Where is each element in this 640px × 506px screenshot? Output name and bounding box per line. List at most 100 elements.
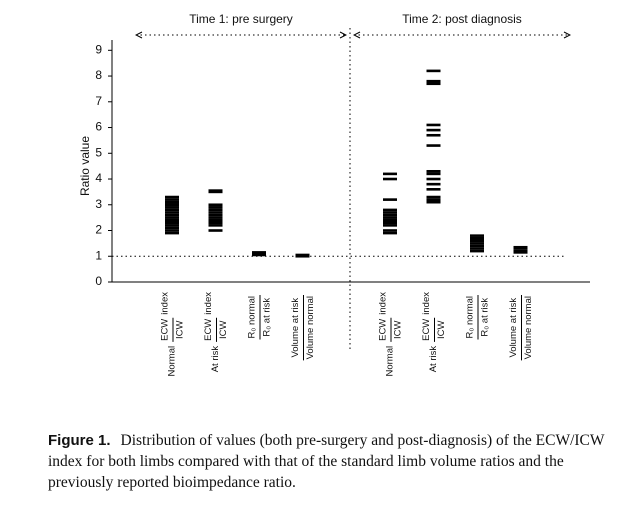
category-numerator: R₀ normal bbox=[247, 296, 258, 338]
value-mark bbox=[383, 177, 397, 181]
category-numerator: Volume at risk bbox=[508, 298, 519, 358]
value-mark bbox=[165, 195, 179, 199]
category-numerator: ECW bbox=[203, 319, 214, 341]
value-mark bbox=[208, 221, 223, 225]
value-mark bbox=[252, 251, 266, 254]
category-label: Normal ECW ICW index bbox=[160, 292, 186, 377]
category-label: Volume at risk Volume normal bbox=[290, 295, 316, 361]
category-suffix: index bbox=[421, 292, 432, 315]
value-mark bbox=[165, 231, 179, 235]
category-denominator: Volume normal bbox=[523, 296, 534, 359]
value-mark bbox=[426, 198, 441, 201]
value-mark bbox=[165, 211, 179, 214]
value-mark bbox=[383, 231, 397, 235]
value-mark bbox=[470, 244, 484, 248]
caption: Figure 1. Distribution of values (both pr… bbox=[48, 430, 628, 493]
value-mark bbox=[208, 189, 223, 192]
value-mark bbox=[426, 188, 441, 191]
category-prefix: Normal bbox=[167, 346, 178, 377]
y-tick-label: 7 bbox=[95, 94, 102, 108]
category-suffix: index bbox=[160, 292, 171, 315]
value-mark bbox=[383, 208, 397, 212]
value-mark bbox=[426, 172, 441, 176]
category-numerator: ECW bbox=[421, 319, 432, 341]
category-numerator: Volume at risk bbox=[290, 298, 301, 358]
value-mark bbox=[165, 208, 179, 212]
value-mark bbox=[426, 182, 441, 186]
value-mark bbox=[208, 211, 223, 214]
category-denominator: ICW bbox=[393, 321, 404, 340]
value-mark bbox=[426, 128, 441, 132]
value-mark bbox=[208, 216, 223, 219]
group-title: Time 2: post diagnosis bbox=[402, 12, 522, 26]
value-mark bbox=[208, 203, 223, 207]
category-numerator: ECW bbox=[378, 319, 389, 341]
category-label: Volume at risk Volume normal bbox=[508, 295, 534, 361]
y-tick-label: 2 bbox=[95, 223, 102, 237]
category-label: R₀ normal R₀ at risk bbox=[465, 295, 491, 340]
y-tick-label: 9 bbox=[95, 42, 102, 56]
category-prefix: At risk bbox=[210, 346, 221, 373]
value-mark bbox=[426, 123, 441, 127]
value-mark bbox=[426, 133, 441, 137]
value-mark bbox=[165, 198, 179, 201]
value-mark bbox=[513, 249, 528, 253]
value-mark bbox=[208, 229, 223, 232]
value-mark bbox=[208, 213, 223, 217]
y-tick-label: 4 bbox=[95, 171, 102, 185]
value-mark bbox=[383, 213, 397, 217]
value-mark bbox=[426, 69, 441, 73]
category-label: At risk ECW ICW index bbox=[421, 292, 447, 373]
y-axis-label: Ratio value bbox=[78, 136, 92, 196]
value-mark bbox=[383, 218, 397, 222]
value-mark bbox=[383, 198, 397, 201]
value-mark bbox=[470, 239, 484, 243]
figure-label: Figure 1. bbox=[48, 432, 111, 449]
value-mark bbox=[426, 169, 441, 173]
category-denominator: ICW bbox=[175, 321, 186, 340]
category-denominator: ICW bbox=[436, 321, 447, 340]
value-mark bbox=[470, 236, 484, 240]
category-denominator: R₀ at risk bbox=[262, 298, 273, 337]
value-mark bbox=[165, 206, 179, 209]
category-prefix: At risk bbox=[428, 346, 439, 373]
value-mark bbox=[383, 216, 397, 219]
y-tick-label: 8 bbox=[95, 68, 102, 82]
y-tick-label: 3 bbox=[95, 197, 102, 211]
value-mark bbox=[295, 253, 310, 257]
value-mark bbox=[470, 234, 484, 237]
value-mark bbox=[470, 247, 484, 250]
category-label: R₀ normal R₀ at risk bbox=[247, 295, 273, 340]
category-numerator: R₀ normal bbox=[465, 296, 476, 338]
value-mark bbox=[165, 216, 179, 219]
value-mark bbox=[426, 195, 441, 199]
category-label: At risk ECW ICW index bbox=[203, 292, 229, 373]
value-mark bbox=[470, 242, 484, 245]
value-mark bbox=[426, 79, 441, 83]
value-mark bbox=[426, 177, 441, 181]
category-suffix: index bbox=[378, 292, 389, 315]
value-mark bbox=[165, 200, 179, 204]
value-mark bbox=[165, 229, 179, 232]
y-tick-label: 0 bbox=[95, 274, 102, 288]
y-tick-label: 6 bbox=[95, 120, 102, 134]
value-mark bbox=[513, 245, 528, 249]
caption-text: Distribution of values (both pre-surgery… bbox=[48, 432, 605, 491]
value-mark bbox=[383, 229, 397, 232]
category-label: Normal ECW ICW index bbox=[378, 292, 404, 377]
value-mark bbox=[208, 224, 223, 227]
value-mark bbox=[383, 172, 397, 176]
category-suffix: index bbox=[203, 292, 214, 315]
value-mark bbox=[165, 203, 179, 207]
value-mark bbox=[165, 224, 179, 227]
value-mark bbox=[165, 218, 179, 222]
y-tick-label: 5 bbox=[95, 145, 102, 159]
category-prefix: Normal bbox=[385, 346, 396, 377]
value-mark bbox=[426, 144, 441, 147]
value-mark bbox=[383, 211, 397, 214]
value-mark bbox=[383, 221, 397, 225]
chart: Ratio value 0 1 2 3 4 5 6 7 8 9 Time 1: pre surger… bbox=[78, 12, 590, 377]
y-tick-label: 1 bbox=[95, 248, 102, 262]
category-denominator: R₀ at risk bbox=[480, 298, 491, 337]
